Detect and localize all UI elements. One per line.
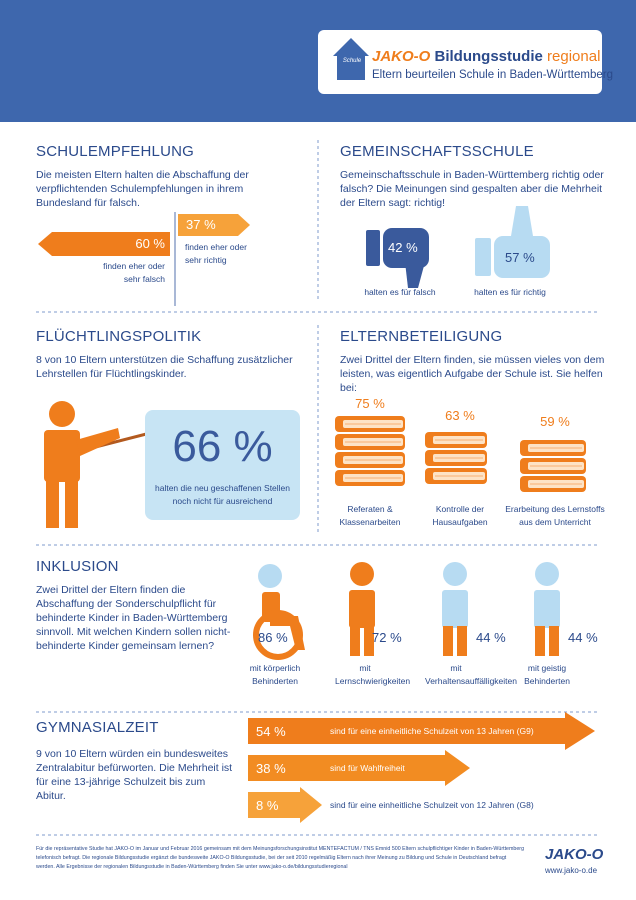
section-title: SCHULEMPFEHLUNG (36, 143, 195, 160)
title-accent: regional (547, 48, 601, 65)
arrow-g8 (248, 787, 322, 823)
label: Erarbeitung des Lernstoffs aus dem Unter… (505, 504, 605, 527)
dividers (36, 140, 600, 836)
arrow-wahl (248, 750, 470, 786)
label: Kontrolle der Hausaufgaben (432, 504, 488, 527)
percent: 54 % (256, 724, 286, 739)
section-text: Gemeinschaftsschule in Baden-Württemberg… (340, 169, 604, 209)
house-icon (333, 38, 369, 80)
percent: 72 % (372, 630, 402, 645)
subtitle: Eltern beurteilen Schule in Baden-Württe… (372, 69, 613, 81)
thumb-down (366, 228, 429, 288)
label: sind für eine einheitliche Schulzeit von… (330, 800, 534, 810)
label: mit Verhaltensauffälligkeiten (425, 663, 517, 686)
label: finden eher oder sehr falsch (103, 261, 165, 284)
percent: 66 % (172, 422, 273, 471)
label: halten die neu geschaffenen Stellen noch… (155, 483, 291, 506)
label: halten es für falsch (364, 287, 436, 297)
percent: 42 % (388, 240, 418, 255)
highlight-box (145, 410, 300, 520)
label: mit körperlich Behinderten (249, 663, 301, 686)
percent: 38 % (256, 761, 286, 776)
footer-brand: JAKO-O (545, 846, 604, 863)
section-title: FLÜCHTLINGSPOLITIK (36, 328, 202, 345)
section-title: ELTERNBETEILIGUNG (340, 328, 503, 345)
footer-text: Für die repräsentative Studie hat JAKO-O… (36, 846, 525, 870)
label: mit geistig Behinderten (524, 663, 570, 686)
percent: 75 % (355, 396, 385, 411)
percent: 60 % (135, 236, 165, 251)
house-label: Schule (342, 58, 362, 64)
section-text: 9 von 10 Eltern würden ein bundesweites … (36, 748, 233, 802)
title: Bildungsstudie (434, 48, 543, 65)
percent: 86 % (258, 630, 288, 645)
arrow-g9 (248, 712, 595, 750)
percent: 37 % (186, 217, 216, 232)
header-title: JAKO-O Bildungsstudie regional (372, 48, 600, 65)
brand: JAKO-O (372, 48, 431, 65)
books (335, 416, 586, 492)
percent: 44 % (568, 630, 598, 645)
label: halten es für richtig (474, 287, 546, 297)
section-title: GEMEINSCHAFTSSCHULE (340, 143, 534, 160)
section-text: Zwei Drittel der Eltern finden, sie müss… (340, 354, 605, 394)
arrow-right (178, 214, 250, 236)
label: Referaten & Klassenarbeiten (339, 504, 401, 527)
teacher-figure (44, 401, 163, 528)
percent: 59 % (540, 414, 570, 429)
percent: 44 % (476, 630, 506, 645)
section-text: Zwei Drittel der Eltern finden die Absch… (36, 584, 231, 652)
section-title: INKLUSION (36, 558, 119, 575)
section-title: GYMNASIALZEIT (36, 719, 159, 736)
inclusion-figures (253, 562, 560, 660)
footer-url: www.jako-o.de (545, 866, 598, 875)
label: finden eher oder sehr richtig (185, 242, 247, 265)
label: sind für Wahlfreiheit (330, 763, 405, 773)
percent: 63 % (445, 408, 475, 423)
label: sind für eine einheitliche Schulzeit von… (330, 726, 534, 736)
percent: 57 % (505, 250, 535, 265)
arrow-left (38, 232, 170, 256)
thumb-up (475, 206, 550, 278)
header-box (318, 30, 602, 94)
percent: 8 % (256, 798, 279, 813)
section-text: 8 von 10 Eltern unterstützen die Schaffu… (36, 354, 293, 380)
label: mit Lernschwierigkeiten (335, 663, 411, 686)
section-text: Die meisten Eltern halten die Abschaffun… (36, 169, 249, 209)
